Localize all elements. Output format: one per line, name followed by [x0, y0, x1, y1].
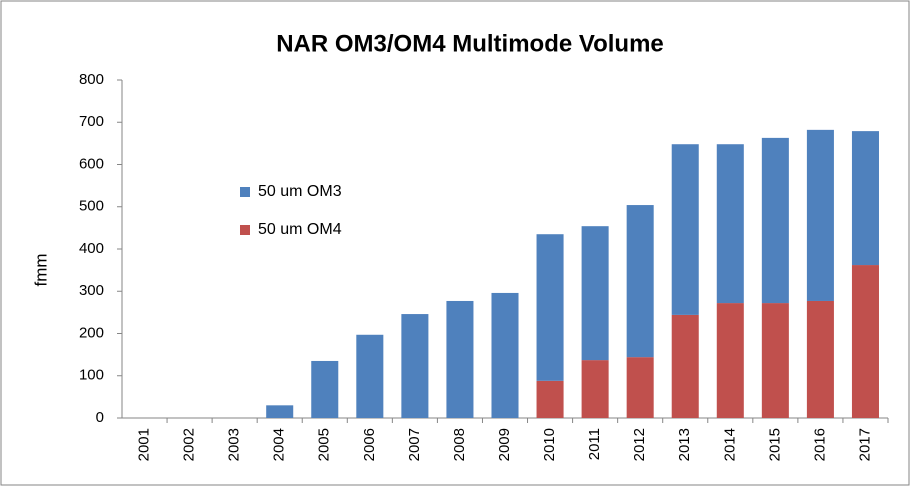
x-tick-label: 2012	[631, 428, 648, 461]
legend-swatch	[240, 225, 250, 235]
x-tick-label: 2015	[766, 428, 783, 461]
x-tick-label: 2006	[361, 428, 378, 461]
legend-swatch	[240, 187, 250, 197]
bar-segment	[536, 234, 564, 381]
x-tick-label: 2017	[856, 428, 873, 461]
x-tick-label: 2013	[676, 428, 693, 461]
bar-segment	[581, 360, 609, 418]
x-tick-label: 2011	[586, 428, 603, 460]
x-tick-label: 2002	[181, 428, 198, 461]
bar-segment	[716, 144, 744, 304]
y-tick-label: 800	[79, 71, 104, 88]
y-tick-label: 300	[79, 282, 104, 299]
bar-segment	[626, 205, 654, 358]
y-tick-label: 600	[79, 155, 104, 172]
bar-segment	[491, 292, 519, 418]
x-tick-label: 2005	[316, 428, 333, 461]
bar-segment	[266, 405, 294, 418]
bar-segment	[716, 303, 744, 418]
bar-segment	[626, 357, 654, 418]
x-tick-label: 2003	[226, 428, 243, 461]
y-tick-label: 100	[79, 367, 104, 384]
bar-segment	[806, 300, 834, 418]
x-tick-label: 2014	[721, 428, 738, 461]
x-tick-label: 2007	[406, 428, 423, 461]
bar-segment	[851, 265, 879, 418]
y-tick-label: 0	[96, 409, 104, 426]
bar-segment	[536, 380, 564, 418]
x-tick-label: 2001	[135, 428, 152, 461]
legend-label: 50 um OM4	[258, 221, 342, 238]
bar-segment	[671, 144, 699, 315]
legend-label: 50 um OM3	[258, 183, 342, 200]
bar-segment	[761, 303, 789, 418]
x-tick-label: 2010	[541, 428, 558, 461]
x-tick-label: 2016	[811, 428, 828, 461]
bar-segment	[851, 131, 879, 266]
bar-segment	[401, 314, 429, 418]
y-axis-label: fmm	[31, 253, 50, 286]
y-tick-label: 400	[79, 240, 104, 257]
bar-segment	[761, 137, 789, 304]
bar-segment	[356, 334, 384, 418]
bar-segment	[671, 314, 699, 418]
x-tick-label: 2004	[271, 428, 288, 461]
chart-title: NAR OM3/OM4 Multimode Volume	[276, 30, 664, 57]
bar-segment	[446, 300, 474, 418]
y-tick-label: 500	[79, 198, 104, 215]
y-tick-label: 700	[79, 113, 104, 130]
bar-segment	[806, 129, 834, 301]
y-tick-label: 200	[79, 324, 104, 341]
bar-segment	[581, 226, 609, 361]
x-tick-label: 2009	[496, 428, 513, 461]
bar-segment	[311, 360, 339, 418]
x-tick-label: 2008	[451, 428, 468, 461]
